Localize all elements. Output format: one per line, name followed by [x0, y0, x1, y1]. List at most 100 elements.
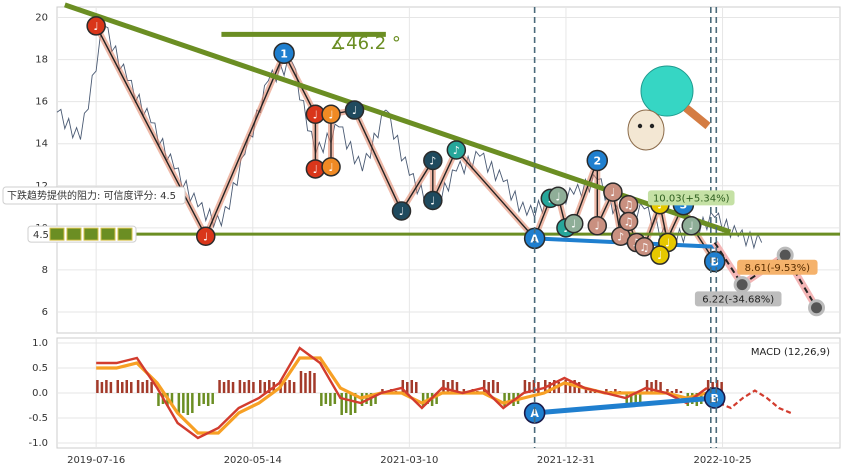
price-label: 8.61(-9.53%): [745, 263, 811, 274]
wave-marker-circle: [273, 42, 295, 65]
macd-histogram-bar: [584, 389, 588, 393]
wave-marker-circle: [548, 186, 568, 207]
wave-marker: ♫: [634, 237, 654, 257]
macd-histogram-bar: [381, 389, 384, 393]
price-y-tick-label: 20: [35, 13, 48, 24]
price-label-box: [647, 190, 735, 206]
macd-histogram-bar: [650, 382, 653, 393]
x-axis: 2019-07-16 2020-05-14 2021-03-10 2021-12-31…: [67, 455, 752, 466]
wave-marker-label: 2: [593, 155, 601, 168]
macd-histogram-bar: [675, 389, 678, 393]
macd-histogram-bar: [410, 380, 414, 393]
macd-histogram-bar: [170, 393, 174, 404]
macd-histogram-bar: [451, 380, 454, 393]
projection-point: [808, 299, 826, 317]
macd-histogram-bar: [720, 382, 723, 393]
wave-marker-circle: [618, 211, 639, 232]
creature-eye-icon: [649, 123, 655, 129]
macd-y-tick-label: 0.0: [32, 388, 48, 399]
macd-histogram-bar: [313, 373, 316, 393]
macd-histogram-bar: [487, 382, 490, 393]
macd-histogram-bar: [564, 380, 567, 393]
macd-histogram-bar: [141, 382, 144, 393]
macd-histogram-bar: [247, 380, 251, 393]
macd-y-tick-label: 1.0: [32, 338, 48, 349]
wave-marker-circle: [423, 150, 443, 171]
macd-y-tick-label: -1.0: [28, 438, 48, 449]
macd-histogram-bar: [308, 371, 312, 393]
macd-histogram-bar: [177, 393, 181, 415]
macd-histogram-bar: [202, 393, 205, 404]
macd-divergence-label: A: [530, 407, 539, 420]
wave-marker-label: 1: [280, 47, 288, 60]
macd-histogram-bar: [299, 371, 303, 393]
wave-marker-circle: [86, 16, 106, 36]
macd-histogram-bar: [340, 393, 343, 415]
macd-histogram-bar: [259, 380, 262, 393]
macd-y-tick-label: -0.5: [28, 413, 48, 424]
wave-marker-label: ♪: [453, 144, 460, 157]
macd-histogram-bar: [145, 380, 149, 393]
macd-histogram-bar: [324, 393, 328, 404]
price-y-tick-label: 8: [42, 265, 48, 276]
price-panel: 68101214161820♩♩1♩♩♩♩♩♩♪♩♪A♩♩♩♩2♩♩♪♫♫♫♫♩…: [35, 2, 841, 334]
wave-marker: 1: [273, 42, 295, 65]
macd-histogram-bar: [191, 393, 194, 413]
price-series-line: [56, 25, 763, 250]
wave-marker-circle: [391, 201, 412, 221]
wave-marker-label: B: [711, 255, 719, 268]
macd-histogram-bar: [374, 393, 377, 404]
wave-marker-circle: [703, 250, 726, 273]
wave-marker: ♩: [196, 226, 216, 247]
wave-marker-label: ♩: [689, 220, 694, 233]
rating-icon: [117, 227, 133, 241]
wave-marker: ♩: [344, 100, 365, 120]
macd-histogram-bar: [614, 389, 617, 393]
macd-histogram-bar: [304, 373, 307, 393]
macd-histogram-bar: [568, 382, 572, 393]
macd-histogram-bar: [360, 393, 364, 406]
wave-marker-label: ♩: [595, 220, 600, 233]
macd-divergence-marker: [703, 387, 726, 409]
price-y-tick-label: 18: [35, 55, 48, 66]
wave-marker-label: ♫: [639, 241, 649, 254]
x-tick-label: 2019-07-16: [67, 455, 125, 466]
macd-histogram-bar: [243, 382, 246, 393]
macd-histogram-bar: [100, 382, 104, 393]
macd-histogram-bar: [186, 393, 190, 415]
macd-histogram-bar: [638, 393, 642, 404]
wave-marker-label: ♩: [571, 218, 576, 231]
macd-histogram-bar: [455, 382, 459, 393]
wave-marker-label: ♪: [429, 155, 436, 168]
wave-marker-label: ♩: [94, 20, 99, 33]
macd-histogram-bar: [537, 382, 540, 393]
resistance-text: 下跌趋势提供的阻力: 可信度评分: 4.5: [7, 189, 176, 202]
macd-histogram-bar: [157, 393, 160, 406]
macd-histogram-bar: [415, 382, 418, 393]
annotations: 10.03(+5.34%) 8.61(-9.53%) 6.22(-34.68%) ∡4…: [2, 7, 818, 448]
x-tick-label: 2021-03-10: [380, 455, 438, 466]
macd-histogram-bar: [283, 382, 287, 393]
wave-marker: ♩: [423, 190, 443, 211]
macd-histogram-bar: [679, 391, 683, 393]
creature-eye-icon: [637, 123, 643, 129]
macd-histogram-bar: [268, 380, 271, 393]
macd-histogram-bar: [365, 393, 368, 404]
price-y-tick-label: 14: [35, 139, 48, 150]
wave-marker-circle: [586, 149, 609, 172]
wave-marker-circle: [681, 215, 701, 236]
wave-marker-label: ♩: [657, 249, 662, 262]
wave-marker-circle: [564, 213, 584, 234]
macd-histogram-bar: [329, 393, 332, 406]
macd-histogram-bar: [645, 380, 649, 393]
macd-histogram-bar: [369, 393, 373, 406]
macd-histogram-bar: [252, 382, 255, 393]
projection-line: [713, 242, 818, 309]
price-label-box: [737, 259, 818, 275]
rating-icon: [66, 227, 82, 241]
wave-marker: ♩: [305, 159, 326, 179]
macd-histogram-bar: [222, 382, 226, 393]
wave-marker-circle: [603, 182, 623, 202]
macd-histogram-bar: [435, 393, 438, 404]
